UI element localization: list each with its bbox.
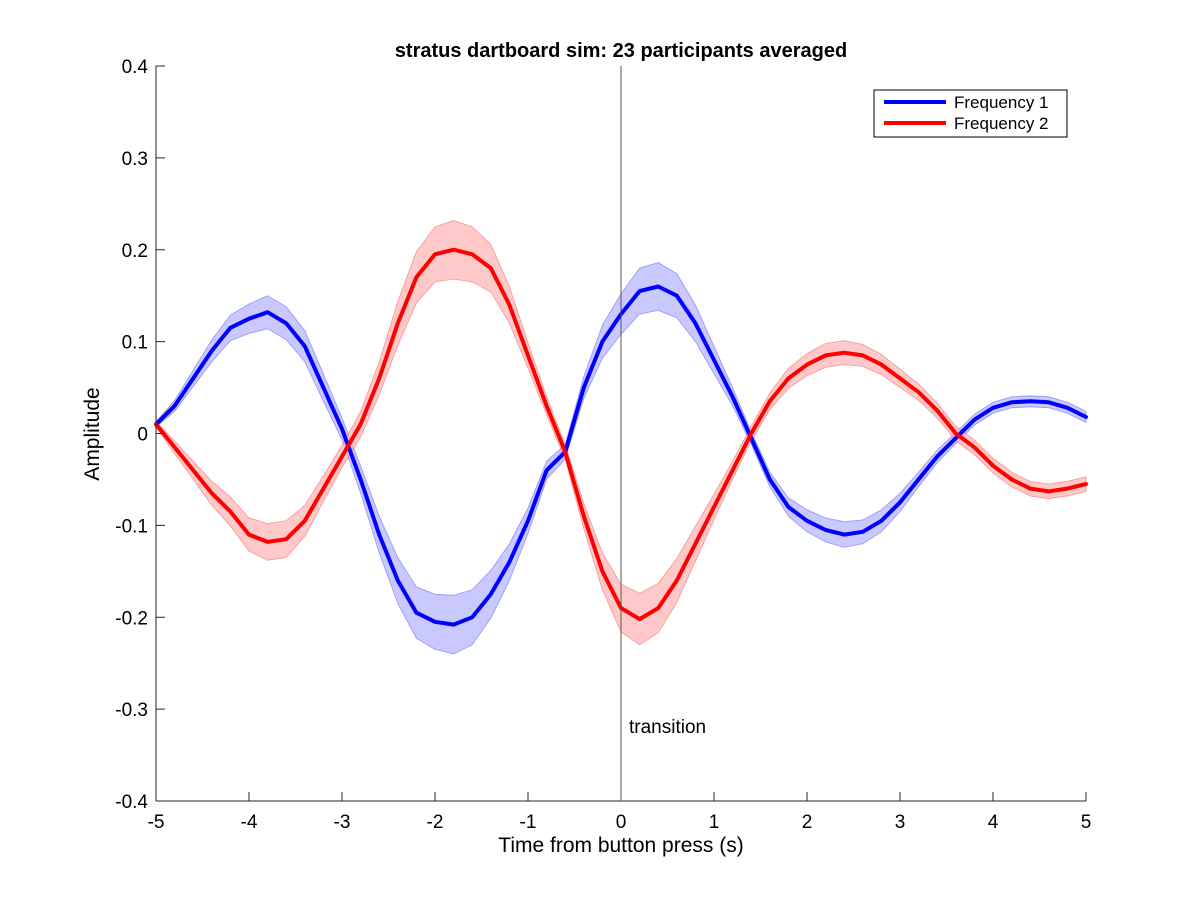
- series-2-error-band: [155, 219, 1087, 646]
- x-tick-label: 2: [802, 812, 813, 833]
- y-tick-label: 0.4: [122, 57, 149, 78]
- x-tick-label: -3: [334, 812, 351, 833]
- x-tick-label: -1: [520, 812, 537, 833]
- legend-label-frequency-1: Frequency 1: [954, 93, 1049, 112]
- x-tick-label: 0: [616, 812, 627, 833]
- x-tick-label: 4: [988, 812, 999, 833]
- x-tick-label: 5: [1081, 812, 1092, 833]
- x-axis-label: Time from button press (s): [498, 834, 743, 857]
- transition-label: transition: [629, 717, 706, 738]
- x-tick-label: -2: [427, 812, 444, 833]
- y-tick-label: -0.3: [115, 700, 148, 721]
- y-axis-label: Amplitude: [81, 387, 104, 480]
- y-tick-label: 0.2: [122, 241, 148, 262]
- x-tick-label: -5: [148, 812, 165, 833]
- legend-label-frequency-2: Frequency 2: [954, 114, 1049, 133]
- axes: -5 -4 -3 -2 -1 0 1 2 3 4 5 -0.4 -0.3 -0.2 -0.1 0 0.1 0.2 0…: [115, 57, 1091, 833]
- chart-title: stratus dartboard sim: 23 participants a…: [395, 40, 847, 62]
- y-tick-label: -0.4: [115, 792, 148, 813]
- legend-box: [873, 89, 1068, 138]
- y-tick-label: -0.2: [115, 608, 148, 629]
- x-tick-label: 1: [709, 812, 720, 833]
- y-tick-label: -0.1: [115, 516, 148, 537]
- x-tick-label: 3: [895, 812, 906, 833]
- legend: Frequency 1 Frequency 2: [873, 89, 1068, 138]
- annotations: transition: [620, 66, 706, 801]
- x-tick-label: -4: [241, 812, 258, 833]
- y-tick-label: 0.1: [122, 333, 148, 354]
- y-tick-label: 0: [137, 425, 148, 446]
- y-tick-label: 0.3: [122, 149, 148, 170]
